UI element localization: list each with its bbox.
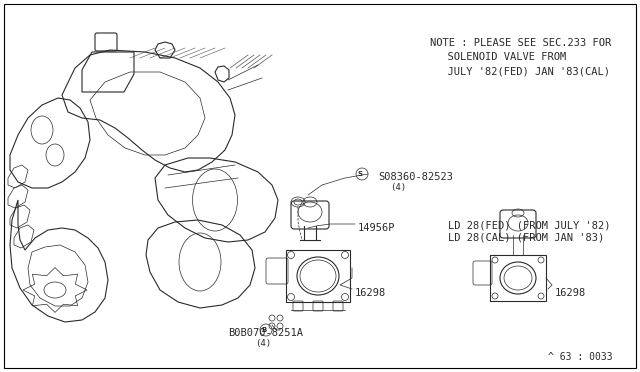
Text: LD 28(CAL) (FROM JAN '83): LD 28(CAL) (FROM JAN '83): [448, 233, 604, 243]
Text: S: S: [358, 171, 362, 177]
Text: SOLENOID VALVE FROM: SOLENOID VALVE FROM: [435, 52, 566, 62]
Text: ^ 63 : 0033: ^ 63 : 0033: [548, 352, 612, 362]
Text: (4): (4): [390, 183, 406, 192]
Text: 14956P: 14956P: [358, 223, 396, 233]
Text: 16298: 16298: [555, 288, 586, 298]
Text: B: B: [261, 327, 267, 333]
Text: NOTE : PLEASE SEE SEC.233 FOR: NOTE : PLEASE SEE SEC.233 FOR: [430, 38, 611, 48]
Text: S08360-82523: S08360-82523: [378, 172, 453, 182]
Bar: [286, 250, 350, 302]
Text: 16298: 16298: [355, 288, 387, 298]
Text: LD 28(FED) (FROM JULY '82): LD 28(FED) (FROM JULY '82): [448, 220, 611, 230]
Text: B0B070-8251A: B0B070-8251A: [228, 328, 303, 338]
Bar: [490, 255, 546, 301]
Text: (4): (4): [255, 339, 271, 348]
Text: JULY '82(FED) JAN '83(CAL): JULY '82(FED) JAN '83(CAL): [435, 66, 610, 76]
